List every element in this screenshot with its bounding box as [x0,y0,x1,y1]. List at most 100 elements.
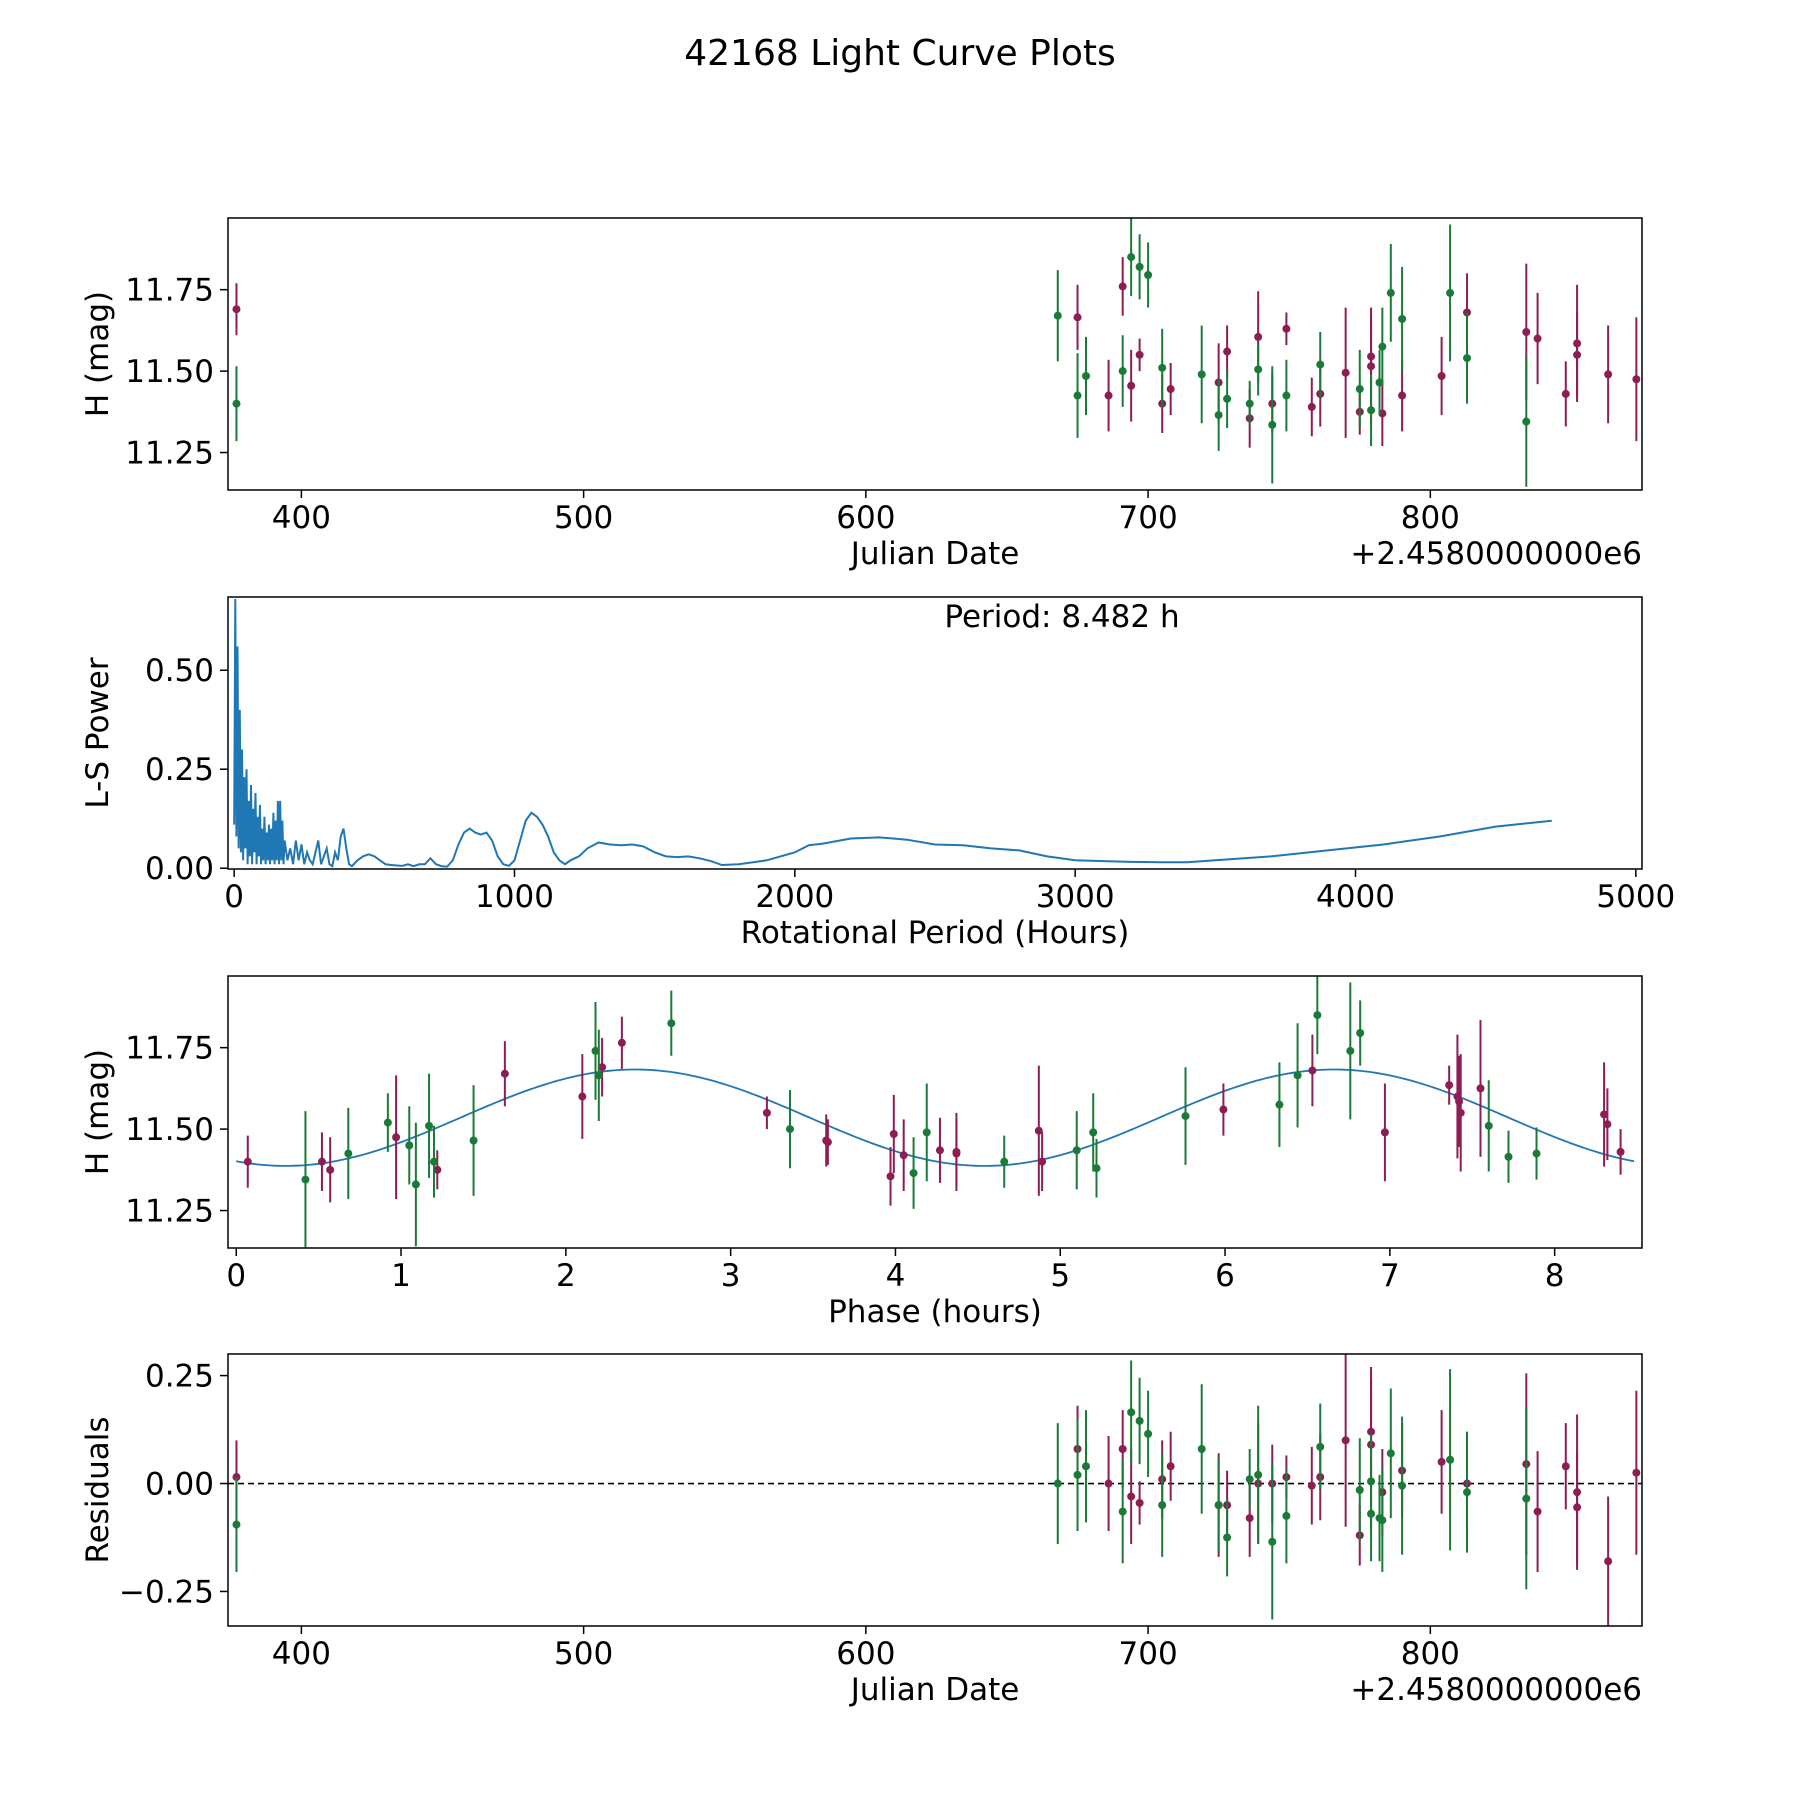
data-point [1254,332,1263,341]
data-point [1223,1533,1232,1542]
x-tick-label-periodogram: 2000 [755,879,834,915]
x-axis-label-residuals: Julian Date [849,1672,1020,1708]
data-point [1073,1470,1082,1479]
axes-frame-phased [227,975,1643,1249]
x-tick-label-raw: 500 [554,500,613,536]
y-axis-label-raw: H (mag) [80,291,116,417]
data-point [1072,1146,1081,1155]
data-point [1166,385,1175,394]
plot-area-raw [232,218,1641,487]
data-point [1437,371,1446,380]
data-point [1197,1444,1206,1453]
data-point [1118,1507,1127,1516]
data-point [232,305,241,314]
y-axis-label-residuals: Residuals [80,1416,116,1563]
data-point [1533,1507,1542,1516]
x-tick-label-phased: 4 [886,1258,906,1294]
plot-area-periodogram [233,598,1552,868]
data-point [1254,365,1263,374]
data-point [823,1138,832,1147]
data-point [1632,1468,1641,1477]
data-point [1573,350,1582,359]
x-tick-label-periodogram: 4000 [1316,879,1395,915]
x-tick-label-phased: 0 [226,1258,246,1294]
x-tick-label-phased: 5 [1050,1258,1070,1294]
x-tick-label-periodogram: 3000 [1036,879,1115,915]
data-point [922,1128,931,1137]
data-point [1282,324,1291,333]
data-point [1254,1470,1263,1479]
data-point [1135,350,1144,359]
figure-title: 42168 Light Curve Plots [684,33,1116,74]
data-point [425,1121,434,1130]
y-tick-label-phased: 11.50 [125,1112,214,1148]
data-point [1367,406,1376,415]
x-tick-label-residuals: 600 [836,1636,895,1672]
data-point [1118,367,1127,376]
y-axis-label-periodogram: L-S Power [80,657,116,808]
y-tick-label-residuals: 0.00 [145,1467,214,1503]
data-point [1341,1436,1350,1445]
data-point [1484,1121,1493,1130]
y-tick-label-raw: 11.75 [125,273,214,309]
data-point [1089,1128,1098,1137]
x-tick-label-periodogram: 0 [224,879,244,915]
data-point [1316,360,1325,369]
data-point [433,1165,442,1174]
data-point [1118,282,1127,291]
y-tick-label-phased: 11.75 [125,1031,214,1067]
y-tick-label-raw: 11.25 [125,436,214,472]
data-point [1073,391,1082,400]
data-point [405,1141,414,1150]
subplot-raw: 400 500 600 700 800 11.25 11.50 11.75 Julian Dat… [80,217,1643,572]
data-point [1476,1084,1485,1093]
data-point [1522,1494,1531,1503]
x-tick-label-residuals: 700 [1119,1636,1178,1672]
y-tick-label-residuals: 0.25 [145,1359,214,1395]
data-point [1346,1046,1355,1055]
y-tick-label-phased: 11.25 [125,1194,214,1230]
data-point [1104,391,1113,400]
data-point [899,1151,908,1160]
data-point [1223,347,1232,356]
series-filter-a [243,1016,1625,1206]
x-tick-label-residuals: 400 [272,1636,331,1672]
data-point [762,1108,771,1117]
series-filter-a [232,257,1641,448]
data-point [1118,1444,1127,1453]
x-tick-label-phased: 2 [556,1258,576,1294]
data-point [1166,1462,1175,1471]
data-point [1398,1481,1407,1490]
data-point [469,1136,478,1145]
data-point [909,1169,918,1178]
data-point [1268,420,1277,429]
series-filter-b [232,218,1531,487]
data-point [889,1129,898,1138]
subplot-residuals: 400 500 600 700 800 −0.25 0.00 0.25 Julian Date R… [80,1353,1643,1708]
data-point [1504,1152,1513,1161]
data-point [1316,1442,1325,1451]
data-point [1437,1457,1446,1466]
data-point [594,1071,603,1080]
x-tick-label-raw: 800 [1401,500,1460,536]
data-point [1522,417,1531,426]
data-point [344,1149,353,1158]
data-point [578,1092,587,1101]
data-point [1446,1455,1455,1464]
data-point [1573,1503,1582,1512]
data-point [1313,1011,1322,1020]
series-filter-b [301,976,1541,1248]
data-point [1214,1501,1223,1510]
data-point [383,1118,392,1127]
axes-frame-periodogram [227,596,1643,870]
x-tick-label-periodogram: 5000 [1596,879,1675,915]
x-tick-label-raw: 400 [272,500,331,536]
data-point [1307,1481,1316,1490]
data-point [243,1157,252,1166]
data-point [667,1019,676,1028]
x-tick-label-phased: 1 [391,1258,411,1294]
data-point [1245,1514,1254,1523]
data-point [1135,262,1144,271]
periodogram-line [233,598,1552,868]
